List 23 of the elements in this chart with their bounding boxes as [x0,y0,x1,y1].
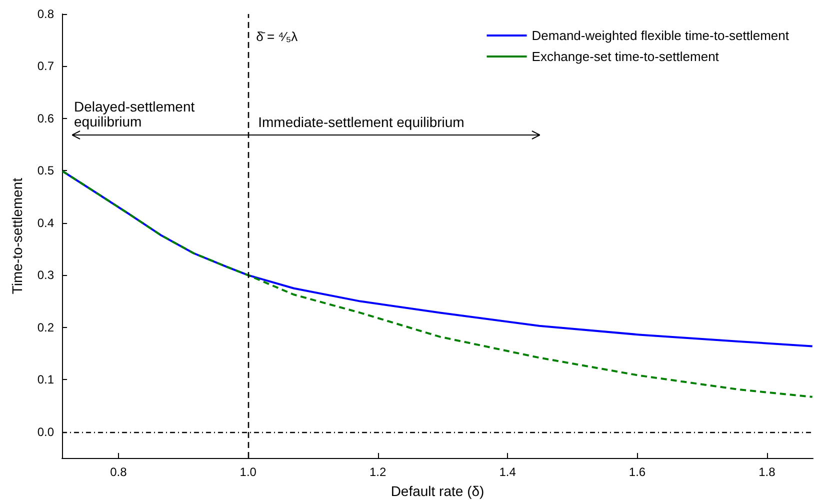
y-tick-label: 0.4 [37,216,54,230]
y-tick-label: 0.6 [37,111,54,126]
x-tick-label: 1.2 [369,465,386,479]
annotation: Immediate-settlement equilibrium [258,114,464,130]
x-tick-label: 0.8 [110,465,128,479]
y-tick-label: 0.5 [37,164,54,178]
y-tick-label: 0.7 [37,59,54,74]
y-tick-label: 0.0 [37,424,54,439]
y-axis-title: Time-to-settlement [9,178,25,294]
x-tick-label: 1.8 [758,465,776,479]
y-tick-label: 0.2 [37,320,54,334]
y-tick-label: 0.1 [37,372,54,387]
annotation: Delayed-settlement equilibrium [74,98,199,130]
y-tick-label: 0.8 [37,7,54,21]
line-series [62,170,814,398]
x-axis-title: Default rate (δ) [390,483,484,499]
legend-label: Demand-weighted flexible time-to-settlement [532,28,790,43]
x-tick-label: 1.4 [499,465,516,479]
legend-label: Exchange-set time-to-settlement [532,49,720,64]
x-tick-label: 1.6 [628,465,646,479]
y-tick-label: 0.3 [37,268,54,282]
x-tick-label: 1.0 [240,465,257,479]
ref-line-label: δ̄ = ⁴⁄₅λ [256,29,298,44]
